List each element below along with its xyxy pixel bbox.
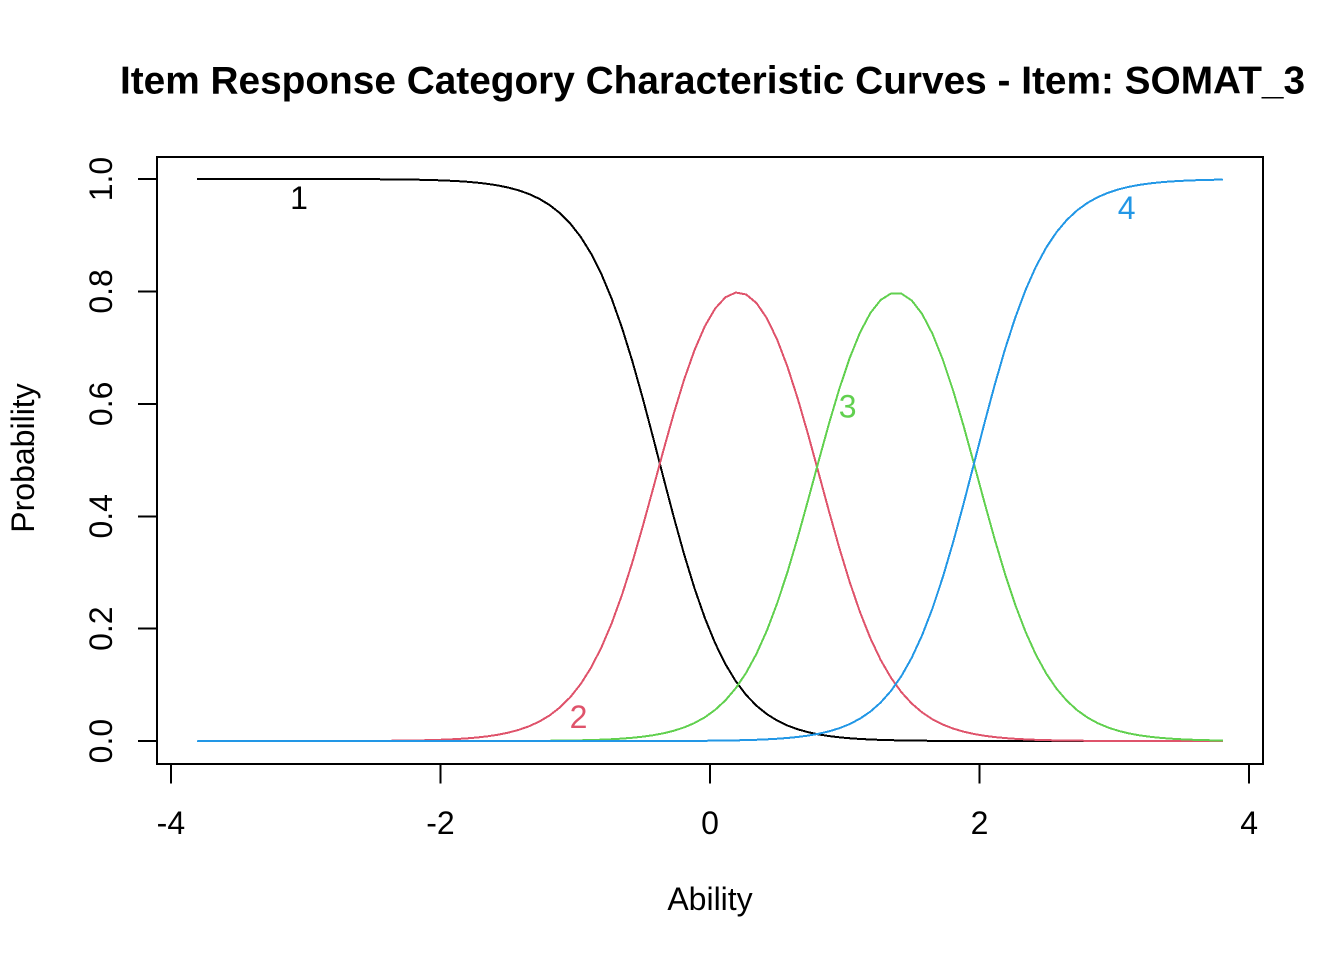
svg-text:0.8: 0.8	[83, 269, 119, 313]
svg-text:0: 0	[701, 805, 719, 841]
svg-text:4: 4	[1240, 805, 1258, 841]
svg-text:-2: -2	[426, 805, 454, 841]
svg-text:0.2: 0.2	[83, 606, 119, 650]
svg-text:3: 3	[839, 389, 857, 425]
svg-text:1: 1	[290, 180, 308, 216]
svg-text:-4: -4	[157, 805, 185, 841]
svg-text:2: 2	[971, 805, 989, 841]
svg-text:0.0: 0.0	[83, 719, 119, 763]
svg-text:Probability: Probability	[5, 383, 41, 532]
svg-text:2: 2	[570, 699, 588, 735]
svg-text:0.6: 0.6	[83, 382, 119, 426]
svg-text:1.0: 1.0	[83, 157, 119, 201]
svg-text:Item Response Category Charact: Item Response Category Characteristic Cu…	[120, 59, 1305, 102]
svg-text:Ability: Ability	[667, 881, 752, 917]
svg-text:4: 4	[1118, 190, 1136, 226]
svg-text:0.4: 0.4	[83, 494, 119, 538]
